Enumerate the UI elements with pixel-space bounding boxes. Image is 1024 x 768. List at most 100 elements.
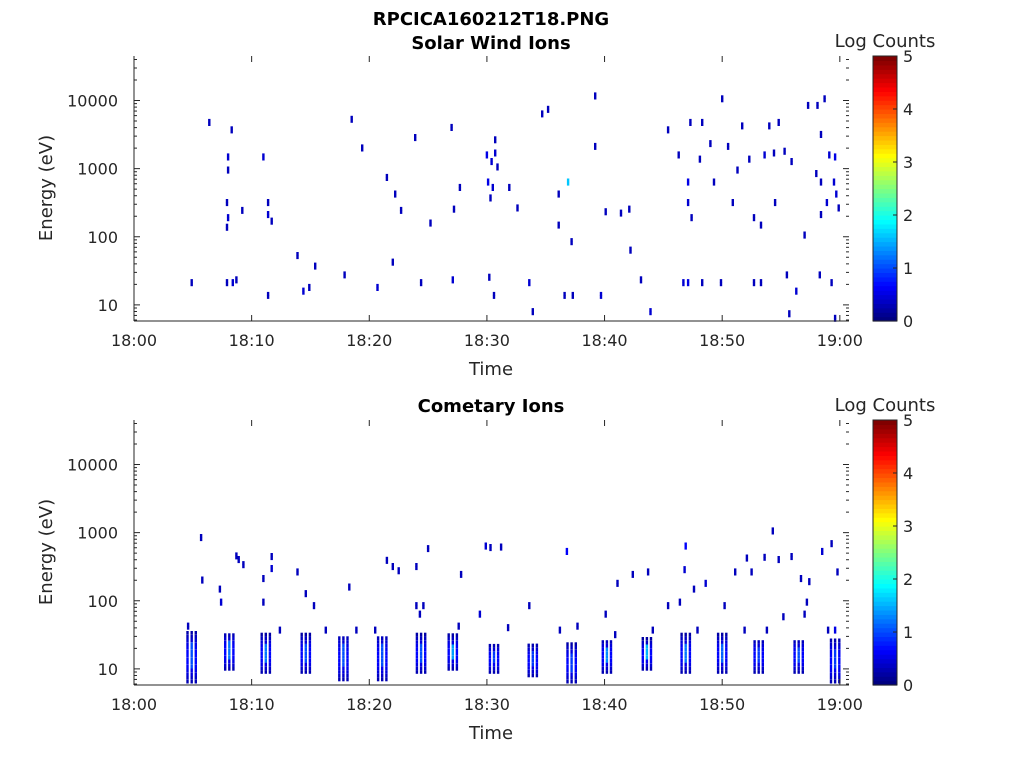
heatmap-cell: [838, 638, 841, 643]
heatmap-cell: [833, 626, 837, 631]
heatmap-cell: [426, 545, 430, 549]
heatmap-cell: [260, 643, 263, 648]
heatmap-cell: [304, 640, 307, 644]
heatmap-cell: [649, 311, 652, 316]
heatmap-cell: [190, 657, 193, 661]
colorbar-segment: [873, 188, 897, 194]
heatmap-cell: [641, 655, 644, 660]
colorbar-segment: [873, 574, 897, 580]
y-tick-label: 100: [87, 228, 118, 247]
heatmap-cell: [268, 662, 272, 667]
colorbar-segment: [873, 473, 897, 479]
colorbar-segment: [873, 579, 897, 585]
heatmap-cell: [601, 647, 604, 652]
heatmap-cell: [391, 566, 394, 571]
figure-title: RPCICA160212T18.PNG: [373, 9, 609, 30]
heatmap-cell: [546, 109, 550, 113]
heatmap-cell: [753, 658, 756, 663]
colorbar-segment: [873, 583, 897, 589]
heatmap-cell: [743, 629, 746, 634]
heatmap-cell: [649, 652, 653, 656]
heatmap-cell: [696, 629, 699, 634]
heatmap-cell: [688, 640, 692, 644]
heatmap-cell: [228, 648, 231, 652]
heatmap-cell: [566, 661, 569, 665]
heatmap-cell: [716, 655, 720, 659]
heatmap-cell: [716, 651, 720, 656]
heatmap-cell: [419, 636, 423, 641]
colorbar-segment: [873, 117, 897, 123]
heatmap-cell: [777, 559, 780, 564]
heatmap-cell: [381, 666, 384, 670]
colorbar-segment: [873, 477, 897, 483]
colorbar-tick-label: 5: [903, 411, 913, 430]
colorbar-segment: [873, 197, 897, 203]
heatmap-cell: [376, 670, 380, 674]
heatmap-cell: [338, 673, 341, 678]
heatmap-cell: [235, 276, 238, 280]
heatmap-cell: [491, 183, 494, 188]
heatmap-cell: [381, 651, 384, 655]
heatmap-cell: [224, 633, 227, 637]
heatmap-cell: [308, 655, 312, 659]
heatmap-cell: [194, 664, 197, 669]
heatmap-cell: [574, 672, 577, 676]
heatmap-cell: [266, 295, 270, 299]
x-tick-label: 18:00: [111, 331, 157, 350]
heatmap-cell: [451, 663, 454, 667]
heatmap-cell: [304, 632, 307, 637]
heatmap-cell: [833, 156, 837, 161]
heatmap-cell: [228, 640, 231, 645]
heatmap-cell: [761, 640, 764, 644]
heatmap-cell: [731, 202, 734, 207]
colorbar-segment: [873, 570, 897, 576]
heatmap-cell: [808, 578, 811, 582]
heatmap-cell: [619, 212, 623, 217]
cells-layer: [190, 92, 840, 322]
heatmap-cell: [231, 282, 234, 287]
heatmap-cell: [819, 181, 823, 186]
heatmap-cell: [574, 653, 577, 658]
heatmap-cell: [300, 651, 303, 656]
heatmap-cell: [194, 668, 197, 673]
heatmap-cell: [797, 655, 800, 659]
heatmap-cell: [797, 670, 800, 674]
heatmap-cell: [806, 101, 810, 106]
heatmap-cell: [684, 666, 687, 671]
heatmap-cell: [270, 556, 273, 561]
heatmap-cell: [385, 647, 388, 652]
heatmap-cell: [385, 677, 388, 682]
colorbar-segment: [873, 609, 897, 615]
heatmap-cell: [424, 662, 427, 667]
heatmap-cell: [268, 647, 272, 652]
heatmap-cell: [601, 640, 604, 644]
colorbar-segment: [873, 596, 897, 602]
heatmap-cell: [224, 637, 227, 641]
colorbar-segment: [873, 56, 897, 62]
cometary-panel: Cometary Ions 18:00 18:10 18:20 18:30 18:40 1…: [36, 395, 935, 744]
colorbar-frame: [872, 55, 898, 322]
heatmap-cell: [350, 119, 353, 123]
heatmap-cell: [528, 602, 531, 606]
colorbar-segment: [873, 254, 897, 260]
x-axis-label: Time: [468, 723, 513, 744]
colorbar-segment: [873, 91, 897, 97]
heatmap-cell: [833, 314, 837, 319]
colorbar-segment: [873, 495, 897, 501]
heatmap-cell: [793, 655, 796, 659]
heatmap-cell: [803, 614, 806, 618]
heatmap-cell: [342, 647, 345, 652]
colorbar-segment: [873, 250, 897, 256]
heatmap-cell: [649, 640, 653, 645]
heatmap-cell: [381, 658, 384, 663]
heatmap-cell: [832, 181, 836, 186]
heatmap-cell: [757, 651, 760, 656]
heatmap-cell: [186, 664, 189, 669]
heatmap-cell: [478, 610, 482, 615]
heatmap-cell: [688, 643, 692, 648]
heatmap-cell: [228, 655, 231, 660]
heatmap-cell: [531, 654, 534, 659]
heatmap-cell: [833, 642, 837, 646]
heatmap-cell: [419, 658, 423, 663]
heatmap-cell: [645, 644, 649, 649]
